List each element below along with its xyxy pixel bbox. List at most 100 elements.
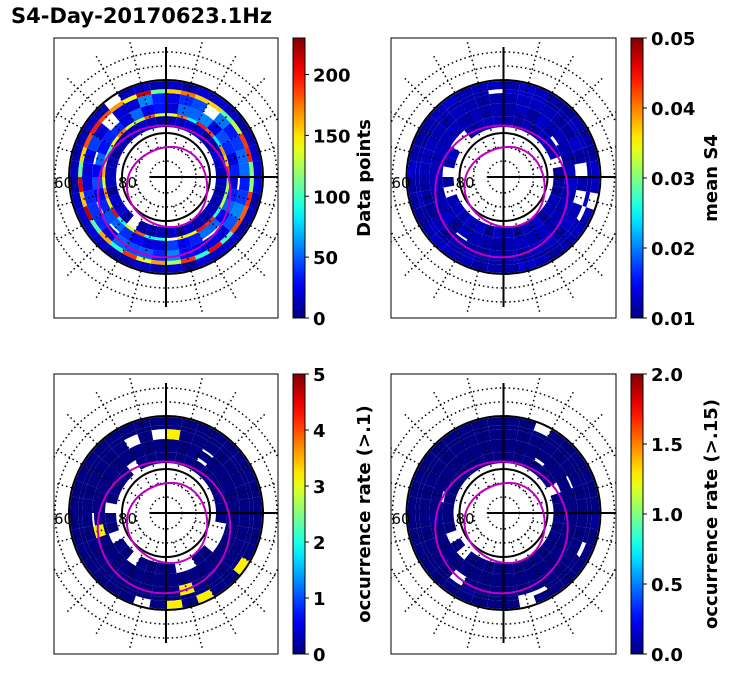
heatmap-bin [79,527,88,544]
heatmap-bin [82,513,94,528]
grid-radial-dotted [529,191,616,243]
heatmap-bin [533,86,552,101]
heatmap-bin [75,207,90,225]
grid-radial-dotted [403,77,483,157]
heatmap-bin [233,451,250,469]
heatmap-bin [235,189,249,206]
heatmap-bin [229,164,240,177]
heatmap-bin [441,429,460,446]
colorbar-tick-label: 2.0 [651,365,683,386]
heatmap-bin [540,569,558,586]
radial-label-80: 80 [118,174,137,192]
heatmap-bin [516,94,533,108]
heatmap-bin [93,459,110,476]
heatmap-bin [191,460,206,475]
heatmap-bin [110,121,125,136]
heatmap-bin [98,230,113,245]
heatmap-bin [75,129,90,147]
oval-boundary-inner [125,481,209,565]
heatmap-bin [551,560,568,578]
heatmap-bin [567,219,580,234]
heatmap-bin [486,417,504,427]
heatmap-bin [470,82,489,95]
heatmap-bin [503,103,517,114]
heatmap-bin [446,100,462,113]
heatmap-bin [541,202,557,217]
heatmap-bin [550,185,564,198]
heatmap-bin [191,98,208,113]
heatmap-bin [443,521,457,534]
heatmap-bin [92,439,110,457]
heatmap-bin [181,595,199,608]
heatmap-bin [135,426,152,435]
heatmap-bin [488,249,504,261]
heatmap-bin [104,580,122,597]
heatmap-bin [552,513,565,524]
heatmap-bin [535,545,551,560]
heatmap-bin [439,224,456,242]
grid-radial-dotted [54,111,141,163]
grid-radial-dotted [66,77,146,157]
heatmap-bin [550,521,564,534]
heatmap-bin [226,487,239,502]
heatmap-bin [503,226,515,238]
colorbar-tick-label: 3 [313,477,326,498]
heatmap-bin [486,263,504,274]
heatmap-bin [196,422,214,437]
heatmap-bin [430,524,444,539]
heatmap-bin [563,487,577,502]
heatmap-bin [573,484,587,501]
heatmap-bin [586,161,592,177]
heatmap-bin [503,425,519,431]
heatmap-bin [525,443,541,458]
oval-boundary-inner [463,481,546,565]
grid-radial-dotted [432,391,490,488]
heatmap-bin [525,232,541,247]
heatmap-bin [535,209,551,224]
heatmap-bin [129,443,145,458]
heatmap-bin [70,177,80,194]
heatmap-bin [208,100,223,113]
heatmap-bin [413,207,428,225]
heatmap-bin [415,161,421,177]
heatmap-bin [213,224,231,242]
heatmap-bin [518,259,537,272]
heatmap-bin [473,455,487,470]
grid-radial-dotted [432,202,490,299]
heatmap-bin [230,135,245,152]
grid-radial-dotted [391,184,475,208]
heatmap-bin [166,417,183,427]
heatmap-bin [503,81,521,91]
heatmap-bin [528,98,546,113]
heatmap-bin [112,440,129,457]
heatmap-bin [420,205,431,221]
heatmap-bin [535,130,551,145]
colorbar-tick-label: 4 [313,421,326,442]
heatmap-bin [135,220,149,235]
panel-bottom-left: 60 80 0 1 2 3 4 5 occurrence rate (>.1) [53,365,375,666]
colorbar-label: mean S4 [701,134,722,222]
heatmap-bin [82,557,99,575]
heatmap-bin [424,471,440,488]
heatmap-bin [570,221,587,239]
heatmap-bin [490,439,504,450]
heatmap-bin [230,538,245,555]
heatmap-bin [215,465,231,481]
heatmap-bin [446,456,463,472]
heatmap-bin [252,513,262,530]
heatmap-bin [198,562,214,578]
heatmap-bin [470,259,489,272]
heatmap-bin [573,148,587,165]
heatmap-bin [439,112,456,130]
heatmap-bin [490,576,504,587]
heatmap-bin [547,429,566,446]
heatmap-bin [455,448,472,464]
grid-radial-dotted [173,41,203,149]
heatmap-bin [198,466,213,481]
grid-radial-dotted [532,482,616,506]
heatmap-bin [78,513,84,529]
heatmap-bin [535,562,552,578]
grid-radial-dotted [432,538,490,635]
heatmap-bin [433,140,449,156]
axes-frame [390,373,617,655]
